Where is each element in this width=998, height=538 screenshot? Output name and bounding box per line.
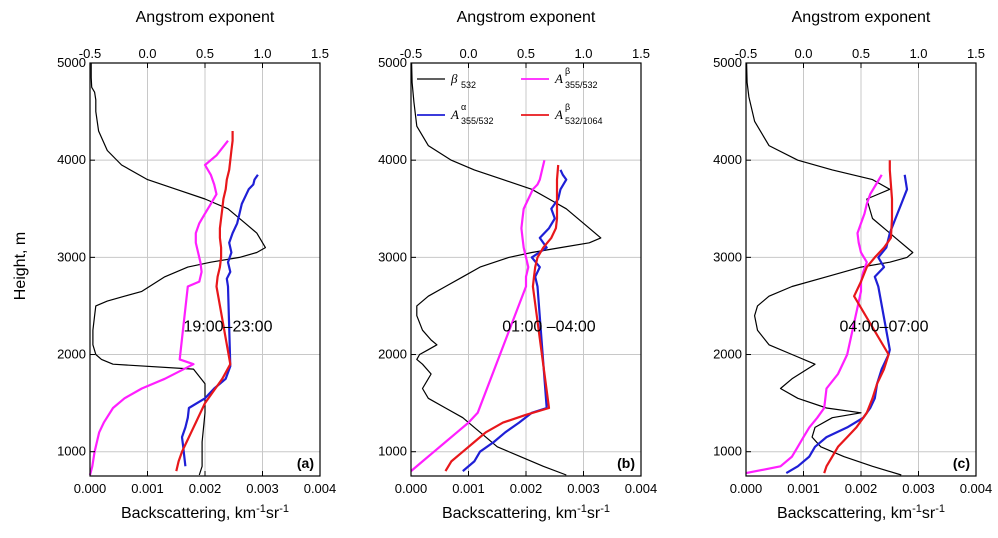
panel-label: (a) <box>297 455 314 471</box>
y-tick-label: 2000 <box>713 347 742 362</box>
panel-label: (b) <box>617 455 635 471</box>
x2-tick-label: 1.5 <box>967 46 985 61</box>
panel-label: (c) <box>953 455 970 471</box>
x2-tick-label: 0.5 <box>852 46 870 61</box>
x2-tick-label: 0.0 <box>794 46 812 61</box>
chart-panel-2: 0.000 0.001 0.002 0.003 0.004 -0.5 0.0 0.5 1.0 1.… <box>378 9 657 522</box>
series-line-beta <box>746 62 914 476</box>
x2-axis-title: Angstrom exponent <box>136 9 275 26</box>
x2-tick-label: 1.0 <box>909 46 927 61</box>
series-line-alpha <box>180 174 259 467</box>
x-tick-label: 0.004 <box>625 481 658 496</box>
legend-subscript: 532 <box>461 80 476 90</box>
legend-subscript: 355/532 <box>461 116 494 126</box>
series-line-magenta <box>88 140 229 476</box>
x2-tick-label: -0.5 <box>400 46 422 61</box>
y-tick-label: 3000 <box>378 249 407 264</box>
x2-tick-label: 1.5 <box>632 46 650 61</box>
x-tick-label: 0.000 <box>74 481 107 496</box>
series-line-beta <box>90 63 266 476</box>
legend-symbol: A <box>450 107 459 122</box>
legend-subscript: 532/1064 <box>565 116 603 126</box>
y-tick-label: 4000 <box>378 152 407 167</box>
legend-superscript: α <box>461 102 466 112</box>
x2-tick-label: 1.0 <box>574 46 592 61</box>
x-tick-label: 0.001 <box>452 481 485 496</box>
x-tick-label: 0.003 <box>902 481 935 496</box>
x2-tick-label: 0.0 <box>459 46 477 61</box>
x-axis-title: Backscattering, km-1sr-1 <box>121 503 289 522</box>
y-tick-label: 1000 <box>378 444 407 459</box>
x2-tick-label: 1.0 <box>253 46 271 61</box>
y-tick-label: 4000 <box>713 152 742 167</box>
series-line-magenta <box>410 159 546 472</box>
x-tick-label: 0.001 <box>787 481 820 496</box>
x-tick-label: 0.002 <box>189 481 222 496</box>
legend-superscript: β <box>565 66 570 76</box>
x2-tick-label: 0.5 <box>517 46 535 61</box>
x-axis-title: Backscattering, km-1sr-1 <box>777 503 945 522</box>
series-line-beta <box>411 62 602 476</box>
time-range-label: 01:00 –04:00 <box>502 318 596 335</box>
x-tick-label: 0.000 <box>730 481 763 496</box>
y-tick-label: 3000 <box>57 249 86 264</box>
time-range-label: 19:00–23:00 <box>184 318 273 335</box>
y-tick-label: 1000 <box>713 444 742 459</box>
y-tick-label: 5000 <box>378 55 407 70</box>
x-tick-label: 0.004 <box>304 481 337 496</box>
y-tick-label: 2000 <box>57 347 86 362</box>
y-tick-label: 3000 <box>713 249 742 264</box>
y-tick-label: 5000 <box>713 55 742 70</box>
x-tick-label: 0.002 <box>510 481 543 496</box>
gridlines <box>746 63 976 476</box>
legend-subscript: 355/532 <box>565 80 598 90</box>
x-tick-label: 0.003 <box>567 481 600 496</box>
legend-symbol: A <box>554 71 563 86</box>
x-tick-label: 0.003 <box>246 481 279 496</box>
series-line-red <box>444 164 560 472</box>
x2-tick-label: -0.5 <box>79 46 101 61</box>
x2-axis-title: Angstrom exponent <box>457 9 596 26</box>
x2-tick-label: 1.5 <box>311 46 329 61</box>
y-axis-title: Height, m <box>12 232 29 300</box>
x2-axis-title: Angstrom exponent <box>792 9 931 26</box>
y-tick-label: 4000 <box>57 152 86 167</box>
y-tick-label: 1000 <box>57 444 86 459</box>
x-tick-label: 0.004 <box>960 481 993 496</box>
x-tick-label: 0.001 <box>131 481 164 496</box>
legend-superscript: β <box>565 102 570 112</box>
x2-tick-label: 0.5 <box>196 46 214 61</box>
legend-symbol: A <box>554 107 563 122</box>
y-tick-label: 2000 <box>378 347 407 362</box>
x2-tick-label: 0.0 <box>138 46 156 61</box>
x-tick-label: 0.002 <box>845 481 878 496</box>
legend-symbol: β <box>450 71 458 86</box>
x-tick-label: 0.000 <box>395 481 428 496</box>
chart-panel-3: 0.000 0.001 0.002 0.003 0.004 -0.5 0.0 0.5 1.0 1.… <box>713 9 992 522</box>
gridlines <box>90 63 320 476</box>
y-tick-label: 5000 <box>57 55 86 70</box>
panels: 0.000 0.001 0.002 0.003 0.004 -0.5 0.0 0.5 1.0 1.… <box>57 9 992 522</box>
chart-panel-1: 0.000 0.001 0.002 0.003 0.004 -0.5 0.0 0.5 1.0 1.… <box>57 9 336 522</box>
x-axis-title: Backscattering, km-1sr-1 <box>442 503 610 522</box>
series-line-red <box>823 160 894 474</box>
legend-entry-beta: β 532 <box>417 71 476 90</box>
series-line-red <box>175 131 234 472</box>
time-range-label: 04:00–07:00 <box>840 318 929 335</box>
series-line-magenta <box>745 174 883 475</box>
x2-tick-label: -0.5 <box>735 46 757 61</box>
